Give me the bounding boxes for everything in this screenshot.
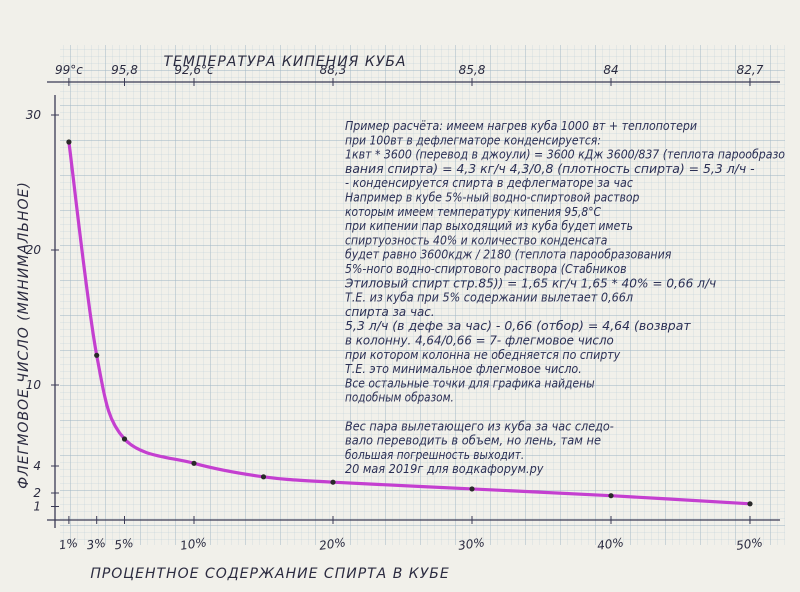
- note-line: 1квт * 3600 (перевод в джоули) = 3600 кД…: [345, 148, 785, 162]
- note-line: при котором колонна не обедняется по спи…: [345, 348, 621, 362]
- note-line: - конденсируется спирта в дефлегматоре з…: [345, 176, 633, 190]
- x-tick-label: 20%: [318, 535, 346, 553]
- x-tick-label: 40%: [596, 535, 624, 553]
- note-line: вания спирта) = 4,3 кг/ч 4,3/0,8 (плотно…: [345, 162, 755, 176]
- note-line: при кипении пар выходящий из куба будет …: [345, 219, 633, 233]
- note-line: подобным образом.: [345, 391, 454, 405]
- x-tick-label: 5%: [114, 536, 135, 553]
- x-tick-label: 30%: [457, 535, 485, 553]
- x-axis-title: ПРОЦЕНТНОЕ СОДЕРЖАНИЕ СПИРТА В КУБЕ: [90, 566, 449, 582]
- note-line: Т.Е. из куба при 5% содержании вылетает …: [345, 291, 633, 305]
- calculation-notes: Пример расчёта: имеем нагрев куба 1000 в…: [344, 119, 785, 476]
- note-line: 20 мая 2019г для водкафорум.ру: [345, 462, 544, 476]
- note-line: Вес пара вылетающего из куба за час след…: [345, 419, 614, 433]
- note-line: Т.Е. это минимальное флегмовое число.: [345, 362, 582, 376]
- y-tick-label: 10: [26, 378, 42, 392]
- tick-marks: 1% 3% 5% 10% 20% 30% 40% 50% 12 4 10 20 30 99°c 95,8 92…: [26, 63, 764, 553]
- y-tick-label: 1: [33, 500, 41, 514]
- note-line: Все остальные точки для графика найдены: [345, 376, 595, 390]
- note-line: спиртуозность 40% и количество конденсат…: [345, 233, 607, 247]
- top-tick-label: 85,8: [459, 63, 486, 77]
- data-point: [608, 493, 614, 499]
- top-tick-label: 92,6°c: [174, 63, 214, 77]
- note-line: Например в кубе 5%-ный водно-спиртовой р…: [345, 191, 640, 205]
- chart-title: ТЕМПЕРАТУРА КИПЕНИЯ КУБА: [163, 54, 406, 70]
- y-tick-label: 4: [33, 459, 41, 473]
- note-line: Пример расчёта: имеем нагрев куба 1000 в…: [345, 119, 697, 133]
- note-line: спирта за час.: [345, 305, 435, 319]
- note-line: большая погрешность выходит.: [345, 448, 524, 462]
- note-line: вало переводить в объем, но лень, там не: [345, 434, 601, 448]
- data-point: [121, 436, 128, 442]
- data-point: [469, 486, 475, 492]
- y-tick-label: 30: [26, 108, 42, 122]
- x-tick-label: 1%: [58, 536, 79, 553]
- y-tick-label: 2: [33, 486, 41, 500]
- data-point: [260, 474, 267, 480]
- top-tick-label: 95,8: [111, 63, 138, 77]
- x-tick-label: 10%: [179, 535, 207, 553]
- note-line: в колонну. 4,64/0,66 = 7- флегмовое числ…: [345, 334, 614, 348]
- note-line: 5%-ного водно-спиртового раствора (Стабн…: [345, 262, 627, 276]
- note-line: будет равно 3600кдж / 2180 (теплота паро…: [345, 248, 671, 262]
- data-point: [66, 139, 72, 145]
- data-point: [94, 352, 100, 358]
- x-tick-label: 3%: [86, 536, 107, 553]
- note-line: 5,3 л/ч (в дефе за час) - 0,66 (отбор) =…: [345, 319, 692, 333]
- top-tick-label: 88,3: [320, 63, 347, 77]
- data-point: [330, 479, 336, 485]
- note-line: Этиловый спирт стр.85)) = 1,65 кг/ч 1,65…: [344, 276, 716, 290]
- data-point: [747, 501, 753, 507]
- y-tick-label: 20: [26, 243, 42, 257]
- axes: [47, 81, 780, 528]
- top-tick-label: 84: [603, 63, 618, 77]
- note-line: которым имеем температуру кипения 95,8°С: [345, 205, 602, 219]
- x-tick-label: 50%: [735, 535, 763, 553]
- top-tick-label: 99°c: [55, 63, 83, 77]
- data-point: [191, 460, 197, 466]
- y-axis-title: ФЛЕГМОВОЕ ЧИСЛО (МИНИМАЛЬНОЕ): [16, 181, 32, 489]
- note-line: при 100вт в дефлегматоре конденсируется:: [345, 133, 601, 147]
- top-tick-label: 82,7: [737, 63, 764, 77]
- series-layer: [66, 139, 753, 507]
